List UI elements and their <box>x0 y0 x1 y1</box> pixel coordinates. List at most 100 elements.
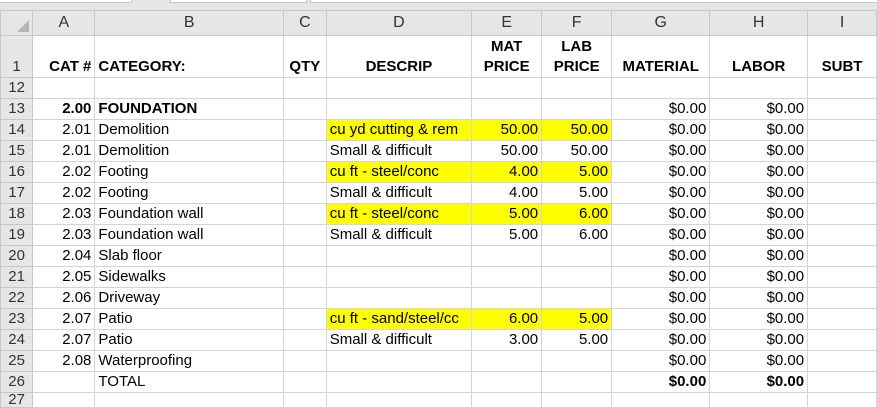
cell-cat[interactable]: 2.03 <box>32 203 96 225</box>
cell-subtotal[interactable] <box>807 140 877 162</box>
cell-mat-price[interactable] <box>471 245 543 267</box>
cell-lab-price[interactable] <box>541 77 613 99</box>
column-header-f[interactable]: F <box>541 10 613 36</box>
cell-qty[interactable] <box>282 119 327 141</box>
cell-material[interactable] <box>611 77 711 99</box>
cell-lab-price[interactable]: 6.00 <box>541 224 613 246</box>
cell-material[interactable]: $0.00 <box>611 119 711 141</box>
cell-cat[interactable] <box>32 77 96 99</box>
cell-category[interactable]: Slab floor <box>94 245 284 267</box>
cell-category[interactable]: Demolition <box>94 140 284 162</box>
cell-mat-price[interactable] <box>471 371 543 393</box>
cell-lab-price[interactable]: 6.00 <box>541 203 613 225</box>
cell-qty[interactable] <box>282 371 327 393</box>
cell-labor[interactable]: $0.00 <box>709 266 809 288</box>
cell-cat[interactable]: 2.06 <box>32 287 96 309</box>
cell-material[interactable]: $0.00 <box>611 266 711 288</box>
cell-material[interactable] <box>611 392 711 408</box>
cell-subtotal[interactable] <box>807 98 877 120</box>
row-header[interactable]: 20 <box>0 245 34 267</box>
cell-category[interactable]: Sidewalks <box>94 266 284 288</box>
cell-descrip[interactable]: cu ft - steel/conc <box>325 203 473 225</box>
header-mat-price[interactable]: MAT PRICE <box>471 35 543 78</box>
cell-material[interactable]: $0.00 <box>611 203 711 225</box>
column-header-i[interactable]: I <box>807 10 877 36</box>
cell-qty[interactable] <box>282 77 327 99</box>
cell-descrip[interactable] <box>325 350 473 372</box>
cell-material[interactable]: $0.00 <box>611 329 711 351</box>
cell-mat-price[interactable]: 5.00 <box>471 203 543 225</box>
row-header[interactable]: 15 <box>0 140 34 162</box>
header-labor[interactable]: LABOR <box>709 35 809 78</box>
row-header[interactable]: 27 <box>0 392 34 408</box>
cell-subtotal[interactable] <box>807 371 877 393</box>
row-header[interactable]: 17 <box>0 182 34 204</box>
cell-descrip[interactable] <box>325 266 473 288</box>
cell-material[interactable]: $0.00 <box>611 287 711 309</box>
cell-qty[interactable] <box>282 308 327 330</box>
column-header-d[interactable]: D <box>325 10 473 36</box>
cell-labor[interactable]: $0.00 <box>709 98 809 120</box>
row-header[interactable]: 24 <box>0 329 34 351</box>
cell-mat-price[interactable]: 4.00 <box>471 161 543 183</box>
cell-cat[interactable]: 2.05 <box>32 266 96 288</box>
row-header[interactable]: 1 <box>0 35 34 78</box>
cell-subtotal[interactable] <box>807 203 877 225</box>
cell-lab-price[interactable] <box>541 98 613 120</box>
cell-mat-price[interactable] <box>471 350 543 372</box>
cell-material[interactable]: $0.00 <box>611 98 711 120</box>
column-header-g[interactable]: G <box>611 10 711 36</box>
cell-category[interactable]: Foundation wall <box>94 224 284 246</box>
cell-qty[interactable] <box>282 329 327 351</box>
cell-descrip[interactable]: cu ft - sand/steel/cc <box>325 308 473 330</box>
cell-descrip[interactable]: Small & difficult <box>325 140 473 162</box>
cell-labor[interactable]: $0.00 <box>709 119 809 141</box>
cell-labor[interactable]: $0.00 <box>709 308 809 330</box>
row-header[interactable]: 22 <box>0 287 34 309</box>
cell-labor[interactable]: $0.00 <box>709 287 809 309</box>
cell-cat[interactable]: 2.00 <box>32 98 96 120</box>
cell-labor[interactable]: $0.00 <box>709 350 809 372</box>
row-header[interactable]: 23 <box>0 308 34 330</box>
cell-cat[interactable]: 2.07 <box>32 308 96 330</box>
cell-descrip[interactable]: cu ft - steel/conc <box>325 161 473 183</box>
cell-qty[interactable] <box>282 98 327 120</box>
cell-material[interactable]: $0.00 <box>611 182 711 204</box>
cell-lab-price[interactable] <box>541 371 613 393</box>
column-header-h[interactable]: H <box>709 10 809 36</box>
cell-labor[interactable]: $0.00 <box>709 329 809 351</box>
header-lab-price[interactable]: LAB PRICE <box>541 35 613 78</box>
cell-subtotal[interactable] <box>807 329 877 351</box>
cell-mat-price[interactable]: 5.00 <box>471 224 543 246</box>
cell-category[interactable]: Patio <box>94 308 284 330</box>
cell-mat-price[interactable] <box>471 266 543 288</box>
cell-lab-price[interactable] <box>541 287 613 309</box>
cell-cat[interactable] <box>32 392 96 408</box>
select-all-button[interactable] <box>0 10 34 36</box>
row-header[interactable]: 16 <box>0 161 34 183</box>
cell-cat[interactable] <box>32 371 96 393</box>
cell-subtotal[interactable] <box>807 119 877 141</box>
cell-labor[interactable]: $0.00 <box>709 140 809 162</box>
cell-cat[interactable]: 2.01 <box>32 119 96 141</box>
formula-input[interactable] <box>310 0 877 3</box>
cell-qty[interactable] <box>282 266 327 288</box>
cell-mat-price[interactable] <box>471 287 543 309</box>
cell-mat-price[interactable] <box>471 392 543 408</box>
cell-category[interactable] <box>94 392 284 408</box>
row-header[interactable]: 12 <box>0 77 34 99</box>
row-header[interactable]: 25 <box>0 350 34 372</box>
column-header-e[interactable]: E <box>471 10 543 36</box>
cell-qty[interactable] <box>282 350 327 372</box>
cell-material[interactable]: $0.00 <box>611 308 711 330</box>
cell-category[interactable]: Footing <box>94 161 284 183</box>
header-category[interactable]: CATEGORY: <box>94 35 284 78</box>
cell-mat-price[interactable] <box>471 77 543 99</box>
cell-lab-price[interactable]: 50.00 <box>541 140 613 162</box>
row-header[interactable]: 13 <box>0 98 34 120</box>
cell-cat[interactable]: 2.08 <box>32 350 96 372</box>
column-header-a[interactable]: A <box>32 10 96 36</box>
cell-mat-price[interactable]: 50.00 <box>471 140 543 162</box>
cell-subtotal[interactable] <box>807 287 877 309</box>
cell-subtotal[interactable] <box>807 308 877 330</box>
